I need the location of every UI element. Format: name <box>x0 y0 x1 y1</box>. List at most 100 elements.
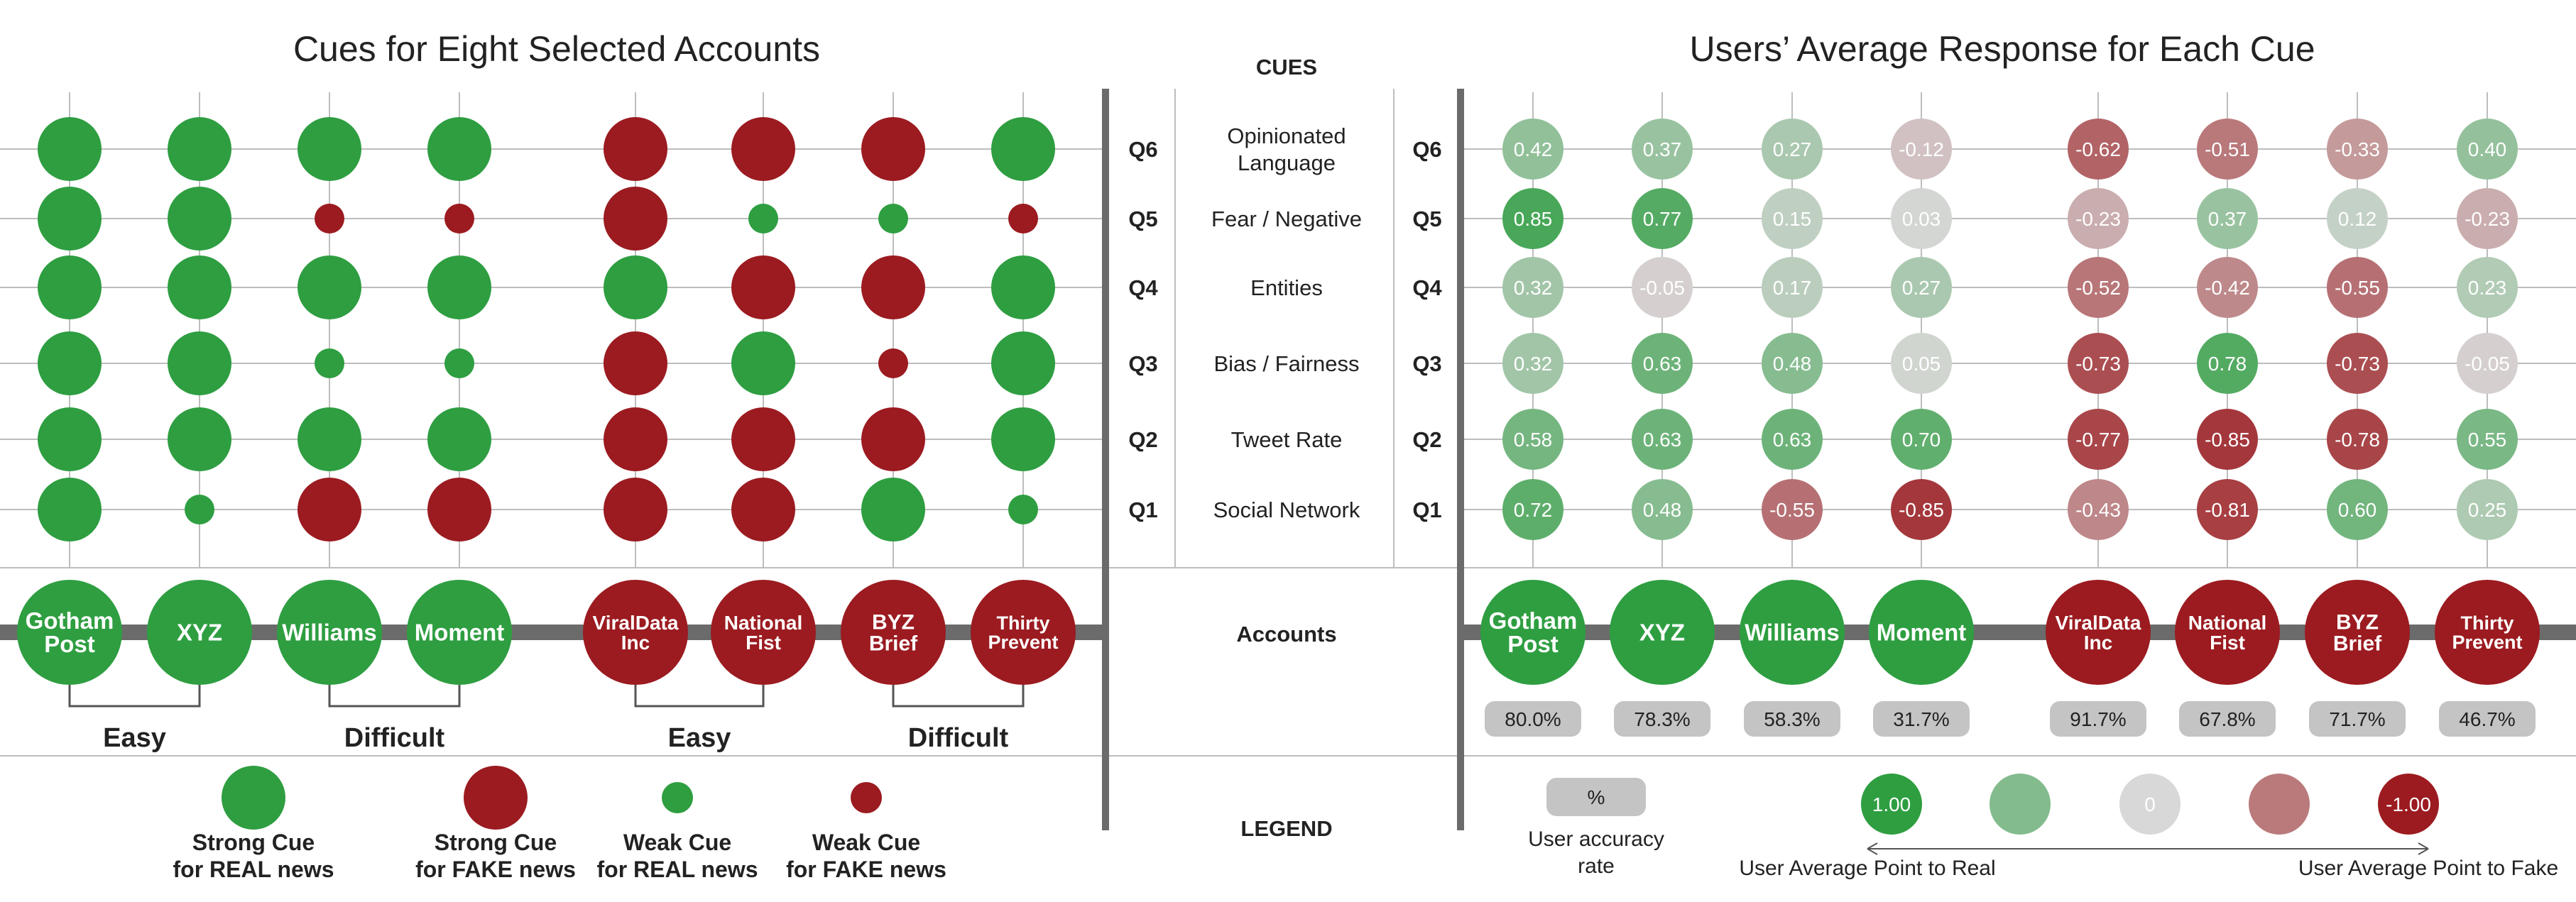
legend-label: Weak Cue <box>812 830 920 855</box>
response-value: 0.37 <box>2208 208 2247 230</box>
legend-scale-circle <box>1990 774 2051 835</box>
left-panel-divider <box>1102 89 1109 830</box>
cue-dot-q5 <box>878 204 908 233</box>
right-account-label: Gotham <box>1489 607 1578 634</box>
right-account-label: Thirty <box>2460 612 2514 634</box>
response-circle-q6 <box>1502 119 1563 180</box>
legend-arrow-right-label: User Average Point to Fake <box>2298 857 2558 880</box>
right-account-label: Post <box>1507 631 1559 657</box>
response-circle-q6 <box>2327 119 2388 180</box>
right-account-label: XYZ <box>1639 620 1685 646</box>
response-circle-q5 <box>2457 188 2518 249</box>
legend-dot-weak-real <box>662 782 693 813</box>
legend-accuracy-label: rate <box>1578 854 1615 878</box>
left-account-circle <box>147 580 252 685</box>
legend-arrow-left-head <box>1867 842 1878 855</box>
cue-dot-q2 <box>861 407 925 471</box>
response-circle-q5 <box>1632 188 1693 249</box>
cue-dot-q1 <box>731 478 795 541</box>
response-value: 0.32 <box>1514 277 1553 299</box>
left-account-label: BYZ <box>872 611 915 634</box>
accuracy-value: 58.3% <box>1764 708 1820 730</box>
response-circle-q4 <box>2197 257 2258 318</box>
response-circle-q3 <box>2068 333 2129 394</box>
cues-header: CUES <box>1256 55 1317 79</box>
response-value: 0.17 <box>1773 277 1812 299</box>
legend-arrow-left-label: User Average Point to Real <box>1739 857 1995 880</box>
cue-dot-q4 <box>298 255 361 319</box>
response-circle-q6 <box>1632 119 1693 180</box>
cue-dot-q1 <box>604 478 667 541</box>
static-layer: Cues for Eight Selected Accounts Users’ … <box>293 29 2315 841</box>
legend-header: LEGEND <box>1240 816 1332 841</box>
legend-label: for FAKE news <box>786 857 946 882</box>
cue-dot-q1 <box>427 478 491 541</box>
left-account-label: National <box>724 612 802 634</box>
left-account-label: XYZ <box>177 620 222 646</box>
cue-dot-q1 <box>185 495 214 524</box>
legend-accuracy-pill <box>1546 778 1646 816</box>
cue-dot-q3 <box>38 331 102 395</box>
legend-label: Strong Cue <box>192 830 315 855</box>
group-bracket <box>68 685 201 708</box>
response-value: 0.48 <box>1643 499 1682 521</box>
cue-name: Tweet Rate <box>1231 427 1343 452</box>
accuracy-value: 46.7% <box>2459 708 2515 730</box>
legend-scale-label: -1.00 <box>2386 793 2431 815</box>
cue-dot-q5 <box>444 204 474 233</box>
response-circle-q3 <box>1891 333 1952 394</box>
cue-dot-q1 <box>1008 495 1038 524</box>
response-value: 0.63 <box>1773 429 1812 451</box>
cue-dot-q2 <box>604 407 667 471</box>
legend-label: for REAL news <box>173 857 334 882</box>
legend-scale-circle <box>2378 774 2439 835</box>
cue-dot-q4 <box>168 255 231 319</box>
response-circle-q4 <box>1891 257 1952 318</box>
response-value: 0.48 <box>1773 353 1812 375</box>
response-value: -0.23 <box>2075 208 2121 230</box>
cue-name: Entities <box>1250 275 1323 300</box>
accuracy-pill <box>2309 701 2406 737</box>
response-value: -0.23 <box>2465 208 2510 230</box>
cue-dot-q2 <box>38 407 102 471</box>
group-label: Difficult <box>908 723 1009 753</box>
cue-dot-q6 <box>168 117 231 181</box>
cue-dot-q3 <box>315 348 344 378</box>
cue-dot-q5 <box>748 204 778 233</box>
response-value: 0.42 <box>1514 138 1553 160</box>
response-value: -0.33 <box>2335 138 2380 160</box>
left-account-circle <box>971 580 1076 685</box>
group-label: Easy <box>668 723 731 753</box>
cue-dot-q6 <box>731 117 795 181</box>
response-value: 0.60 <box>2338 499 2377 521</box>
group-bracket <box>892 685 1025 708</box>
response-circle-q1 <box>1632 479 1693 540</box>
cue-id-left: Q4 <box>1128 275 1158 300</box>
response-circle-q4 <box>1632 257 1693 318</box>
cue-dot-q4 <box>861 255 925 319</box>
left-account-circle <box>841 580 946 685</box>
left-account-label: Williams <box>282 620 377 646</box>
accuracy-pill <box>2439 701 2536 737</box>
legend-dot-weak-fake <box>851 782 882 813</box>
response-circle-q1 <box>1762 479 1823 540</box>
right-account-circle <box>2305 580 2410 685</box>
accuracy-pill <box>1873 701 1970 737</box>
right-account-label: Fist <box>2210 632 2245 654</box>
right-account-circle <box>1740 580 1845 685</box>
accuracy-pill <box>1485 701 1581 737</box>
cue-dot-q5 <box>168 187 231 251</box>
left-account-bar <box>0 625 1105 640</box>
cue-dot-q6 <box>427 117 491 181</box>
cue-dot-q6 <box>604 117 667 181</box>
cue-id-left: Q5 <box>1128 207 1157 231</box>
response-circle-q4 <box>2068 257 2129 318</box>
cue-dot-q5 <box>315 204 344 233</box>
left-chart-title: Cues for Eight Selected Accounts <box>293 29 820 69</box>
left-account-label: Moment <box>415 620 505 646</box>
cue-id-right: Q2 <box>1412 427 1441 452</box>
cue-id-left: Q2 <box>1128 427 1157 452</box>
cue-id-right: Q3 <box>1412 351 1441 376</box>
